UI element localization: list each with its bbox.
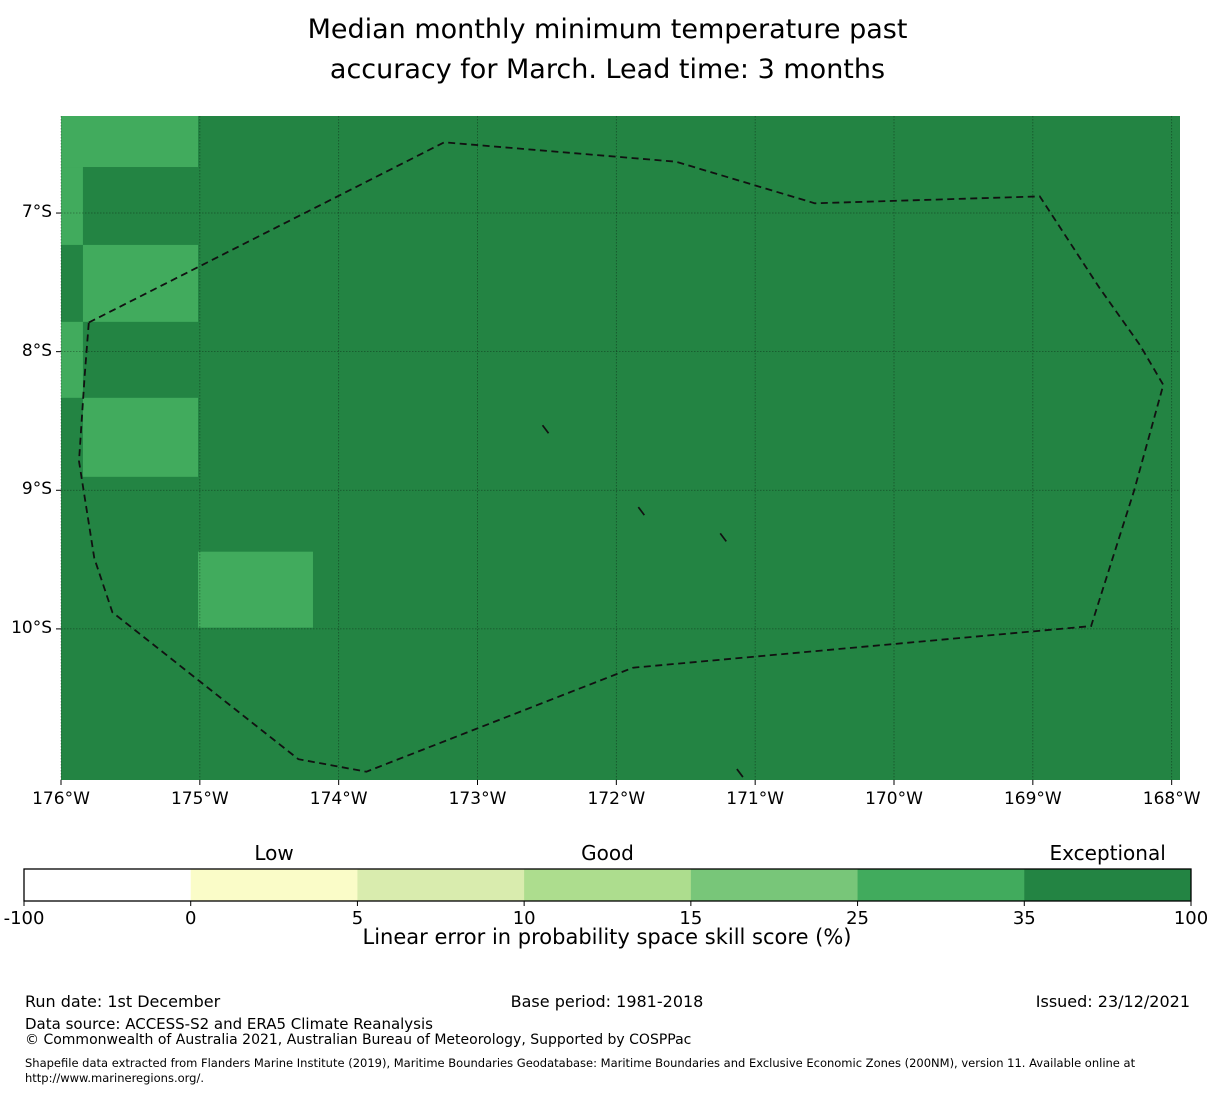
islet-mark — [719, 532, 727, 542]
x-tick-label: 172°W — [587, 789, 646, 809]
x-tick-label: 170°W — [865, 789, 923, 809]
colorbar-segment — [857, 869, 1025, 901]
data-source-text: Data source: ACCESS-S2 and ERA5 Climate … — [25, 1015, 433, 1033]
colorbar-region-label: Exceptional — [1049, 841, 1166, 865]
colorbar-tick-label: -100 — [3, 908, 45, 929]
chart-title: Median monthly minimum temperature past … — [0, 10, 1215, 90]
colorbar-tick-label: 100 — [1173, 908, 1209, 929]
colorbar-tick-label: 25 — [846, 908, 870, 929]
skill-cell — [61, 116, 199, 168]
islet-mark — [736, 768, 744, 778]
colorbar-segment — [24, 869, 192, 901]
x-tick-label: 176°W — [32, 789, 90, 809]
x-tick-label: 173°W — [448, 789, 507, 809]
shapefile-attribution-line2: http://www.marineregions.org/. — [25, 1071, 204, 1085]
colorbar-segment — [690, 869, 859, 901]
x-tick-label: 174°W — [309, 789, 368, 809]
colorbar-tick-label: 0 — [184, 908, 197, 929]
colorbar-tick-label: 15 — [679, 908, 703, 929]
colorbar-segment — [357, 869, 525, 901]
base-period-text: Base period: 1981-2018 — [510, 992, 704, 1011]
colorbar-segment — [1024, 869, 1192, 901]
skill-cell — [82, 397, 199, 477]
colorbar-region-label: Low — [254, 841, 294, 865]
colorbar-tick-label: 10 — [512, 908, 536, 929]
y-tick-label: 10°S — [11, 617, 52, 638]
chart-title-line2: accuracy for March. Lead time: 3 months — [329, 54, 886, 85]
colorbar-segment — [524, 869, 692, 901]
shapefile-attribution-line1: Shapefile data extracted from Flanders M… — [25, 1056, 1136, 1070]
copyright-text: © Commonwealth of Australia 2021, Austra… — [25, 1032, 692, 1048]
y-tick-label: 9°S — [21, 479, 52, 500]
y-tick-label: 7°S — [21, 202, 52, 223]
colorbar-region-label: Good — [581, 841, 634, 865]
shapefile-attribution-text: Shapefile data extracted from Flanders M… — [25, 1056, 1195, 1086]
islet-mark — [637, 506, 646, 516]
eez-boundary-line — [78, 141, 1165, 773]
colorbar-tick-label: 5 — [351, 908, 364, 929]
skill-cell — [61, 167, 83, 245]
x-tick-label: 171°W — [726, 789, 785, 809]
colorbar-tick-label: 35 — [1012, 908, 1036, 929]
islet-mark — [541, 424, 550, 434]
map-background — [61, 116, 1180, 780]
skill-cell — [82, 244, 199, 322]
x-tick-label: 175°W — [170, 789, 229, 809]
skill-cell — [198, 551, 313, 628]
chart-title-line1: Median monthly minimum temperature past — [307, 14, 908, 45]
y-tick-label: 8°S — [21, 340, 52, 361]
colorbar-axis-label: Linear error in probability space skill … — [362, 925, 852, 949]
colorbar-segment — [190, 869, 358, 901]
issued-date-text: Issued: 23/12/2021 — [1035, 992, 1190, 1011]
run-date-text: Run date: 1st December — [25, 992, 221, 1011]
skill-cell — [61, 321, 83, 398]
x-tick-label: 169°W — [1003, 789, 1062, 809]
x-tick-label: 168°W — [1142, 789, 1201, 809]
colorbar-border — [23, 868, 1192, 902]
